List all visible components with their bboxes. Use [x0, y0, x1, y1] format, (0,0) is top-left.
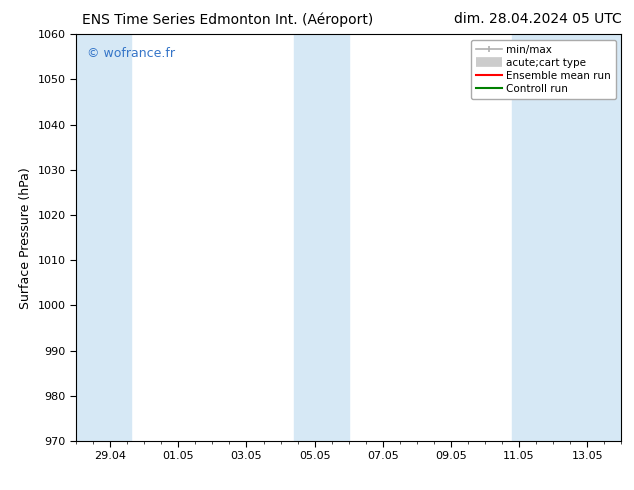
Y-axis label: Surface Pressure (hPa): Surface Pressure (hPa) [19, 167, 32, 309]
Bar [294, 34, 349, 441]
Bar [512, 34, 621, 441]
Legend: min/max, acute;cart type, Ensemble mean run, Controll run: min/max, acute;cart type, Ensemble mean … [470, 40, 616, 99]
Text: ENS Time Series Edmonton Int. (Aéroport): ENS Time Series Edmonton Int. (Aéroport) [82, 12, 373, 27]
Bar [76, 34, 131, 441]
Text: © wofrance.fr: © wofrance.fr [87, 47, 175, 59]
Text: dim. 28.04.2024 05 UTC: dim. 28.04.2024 05 UTC [453, 12, 621, 26]
